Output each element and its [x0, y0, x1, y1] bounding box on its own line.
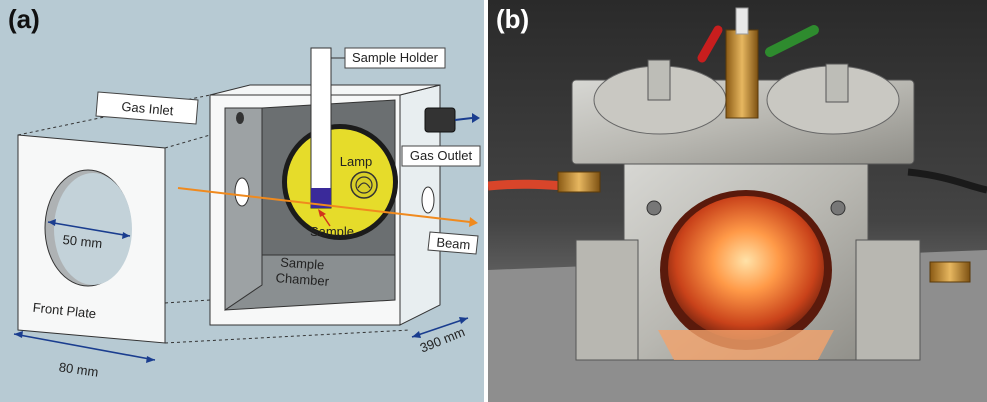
label-beam: Beam — [436, 235, 471, 253]
chamber-left-inner-wall — [224, 107, 263, 311]
brass-fitting-left — [557, 171, 601, 193]
gas-outlet-tube — [424, 107, 456, 133]
black-cable — [907, 168, 987, 194]
red-clip — [697, 25, 723, 63]
red-cable — [488, 179, 569, 191]
sample-pointer — [321, 213, 331, 227]
label-box-beam — [427, 231, 479, 255]
gas-outlet-arrow — [454, 117, 473, 121]
sample-cell — [311, 188, 331, 208]
label-dim-80mm: 80 mm — [58, 359, 99, 379]
label-sample-holder: Sample Holder — [352, 50, 439, 65]
lid-fitting-right — [825, 63, 849, 103]
sample-pointer-head — [318, 209, 326, 217]
beam-line — [177, 187, 471, 223]
window-reflection — [658, 330, 834, 360]
brass-fitting-right — [929, 261, 971, 283]
schematic-drawing: Sample Holder Gas Inlet Gas Outlet Beam … — [13, 47, 481, 380]
gas-outlet-arrowhead — [472, 113, 480, 123]
screw-top-left — [646, 200, 662, 216]
label-dim-50mm: 50 mm — [62, 232, 103, 251]
label-box-gas-inlet — [95, 91, 199, 125]
side-mount-right — [855, 239, 921, 361]
brass-fitting — [725, 29, 759, 119]
label-box-sample-holder — [331, 47, 446, 69]
sample-holder-rod — [310, 47, 332, 209]
dimension-arrows — [13, 219, 469, 363]
label-gas-inlet: Gas Inlet — [121, 99, 175, 119]
chamber-photo — [488, 0, 987, 402]
panel-b-letter: (b) — [496, 4, 530, 34]
label-gas-outlet: Gas Outlet — [410, 148, 473, 163]
label-sample: Sample — [310, 224, 354, 239]
lamp-icon — [350, 171, 378, 199]
green-clip — [765, 25, 819, 57]
panel-a-schematic: Sample Holder Gas Inlet Gas Outlet Beam … — [0, 0, 484, 402]
gas-inlet-port — [236, 112, 244, 124]
label-sample-chamber-line1: Sample — [280, 254, 325, 272]
label-lamp: Lamp — [340, 154, 373, 169]
beam-hole-left — [234, 177, 250, 207]
label-box-gas-outlet — [401, 145, 481, 167]
label-front-plate: Front Plate — [32, 300, 97, 322]
panel-b-photo: (b) — [488, 0, 987, 402]
label-sample-chamber-line2: Chamber — [275, 270, 330, 289]
glowing-window — [668, 196, 824, 340]
side-mount-left — [575, 239, 639, 361]
screw-top-right — [830, 200, 846, 216]
panel-a-letter: (a) — [8, 4, 40, 34]
sample-rod — [735, 7, 749, 35]
lid-fitting-left — [647, 59, 671, 101]
beam-hole-right — [421, 186, 435, 214]
beam-arrowhead — [469, 217, 478, 227]
label-dim-390mm: 390 mm — [418, 324, 467, 356]
